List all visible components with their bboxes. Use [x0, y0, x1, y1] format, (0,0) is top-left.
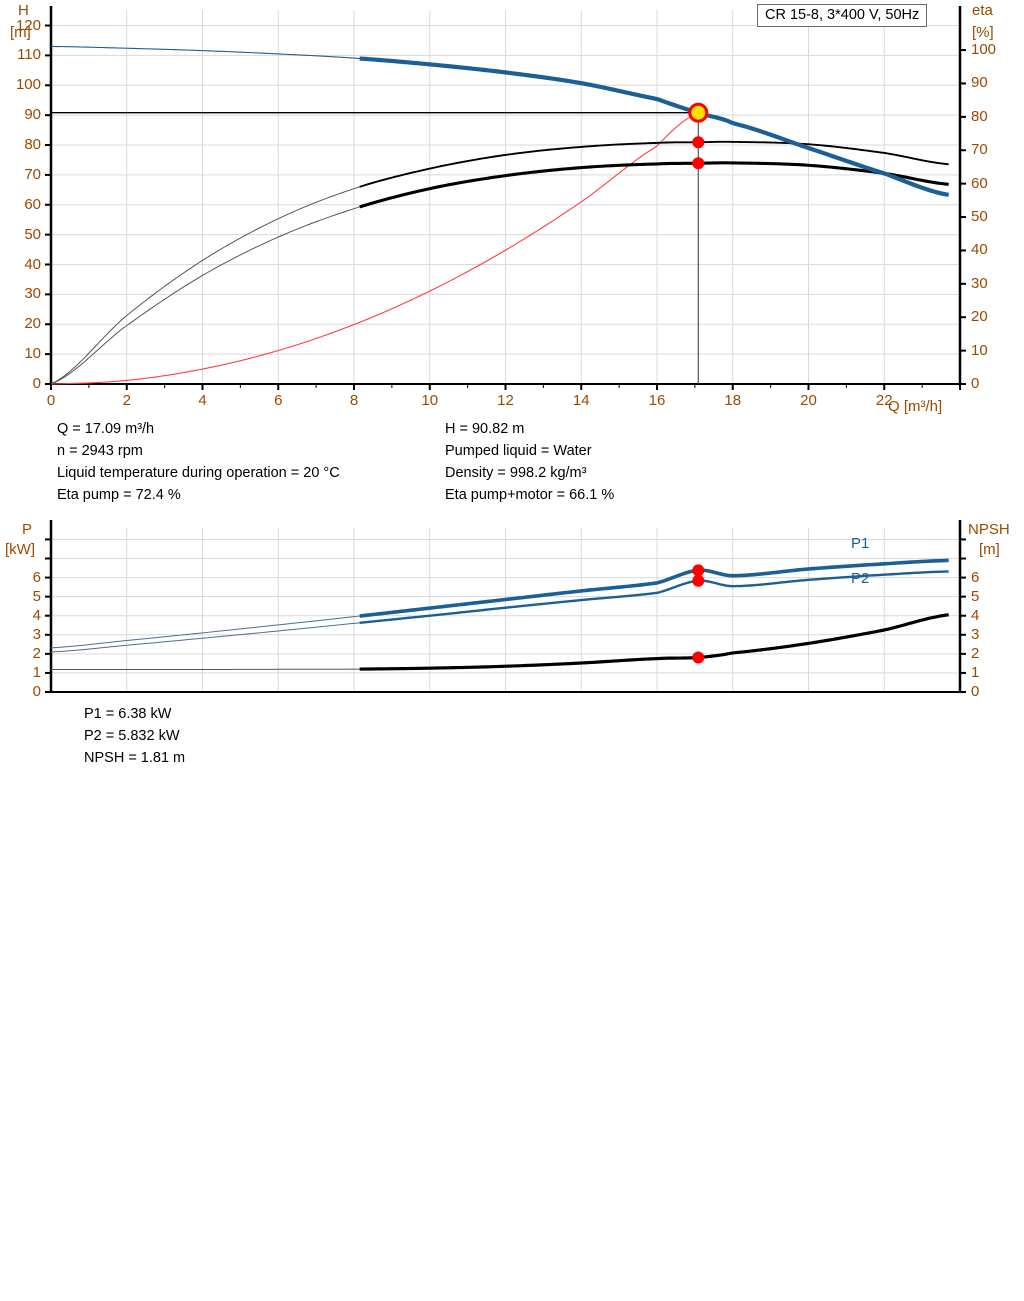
operating-data-left-line: Liquid temperature during operation = 20… [57, 465, 340, 481]
top-y-left-tick: 60 [24, 195, 41, 213]
top-x-tick: 10 [421, 392, 439, 409]
bot-y-right-tick: 6 [971, 568, 980, 586]
top-y-left-axis-title: H [18, 2, 29, 19]
bot-y-left-tick: 2 [32, 644, 41, 662]
top-x-tick: 8 [349, 392, 359, 409]
power-data-line: P2 = 5.832 kW [84, 728, 180, 744]
bot-y-right-tick: 2 [971, 644, 980, 662]
pump-title-box: CR 15-8, 3*400 V, 50Hz [757, 4, 928, 27]
operating-data-right-line: Eta pump+motor = 66.1 % [445, 487, 615, 503]
power-data-line: NPSH = 1.81 m [84, 750, 186, 766]
top-y-left-tick: 80 [24, 136, 41, 154]
top-x-tick: 20 [800, 392, 817, 409]
power-data-line: P1 = 6.38 kW [84, 706, 172, 722]
top-y-right-tick: 20 [971, 308, 988, 326]
bot-y-right-tick: 3 [971, 625, 980, 643]
top-x-tick: 22 [875, 392, 893, 409]
top-y-right-tick: 0 [971, 375, 980, 392]
power-npsh-chart [45, 520, 966, 693]
top-x-tick: 4 [198, 392, 207, 409]
top-y-left-tick: 70 [24, 165, 41, 183]
bot-y-right-axis-unit: [m] [979, 541, 1000, 558]
bot-y-right-axis-title: NPSH [968, 521, 1010, 538]
top-y-left-tick: 10 [24, 345, 41, 363]
p1-curve-label: P1 [851, 535, 870, 552]
top-y-left-tick: 120 [15, 16, 41, 34]
bot-y-left-tick: 4 [32, 606, 41, 624]
top-y-right-tick: 10 [971, 341, 988, 359]
top-y-left-tick: 40 [24, 255, 41, 273]
pump-curve-page: H [m] eta [%] Q [m³/h] CR 15-8, 3*400 V,… [5, 2, 1010, 766]
top-y-left-tick: 110 [17, 46, 41, 64]
top-y-right-axis-title: eta [972, 2, 993, 19]
operating-data-right-line: Density = 998.2 kg/m³ [445, 465, 587, 481]
top-y-left-axis-unit: [m] [10, 24, 31, 41]
top-y-left-tick: 90 [24, 106, 41, 124]
top-y-right-tick: 80 [971, 107, 988, 125]
bot-y-left-tick: 1 [32, 663, 41, 681]
top-x-tick: 6 [274, 392, 283, 409]
top-y-right-tick: 100 [971, 41, 997, 59]
top-y-left-tick: 30 [24, 285, 41, 303]
bot-y-right-tick: 0 [971, 683, 980, 700]
operating-data-left-line: Q = 17.09 m³/h [57, 421, 155, 437]
top-y-right-tick: 30 [971, 274, 988, 292]
top-x-tick: 12 [497, 392, 514, 409]
top-y-right-tick: 70 [971, 141, 988, 159]
bot-y-left-tick: 0 [32, 683, 41, 700]
bot-y-right-tick: 4 [971, 606, 980, 624]
top-y-left-tick: 50 [24, 225, 41, 243]
top-y-right-axis-unit: [%] [972, 24, 994, 41]
top-x-tick: 14 [572, 392, 590, 409]
top-y-right-tick: 90 [971, 74, 988, 92]
bot-y-left-tick: 6 [32, 568, 41, 586]
operating-data-left-line: n = 2943 rpm [57, 443, 143, 459]
top-y-left-tick: 0 [32, 375, 41, 392]
top-x-tick: 0 [46, 392, 56, 409]
bot-y-left-tick: 5 [32, 587, 41, 605]
bot-y-right-tick: 1 [971, 663, 980, 681]
bot-y-left-axis-title: P [22, 521, 33, 538]
top-y-right-tick: 50 [971, 208, 988, 226]
head-eta-chart [45, 6, 966, 390]
top-x-tick: 16 [648, 392, 666, 409]
operating-data-left-line: Eta pump = 72.4 % [57, 487, 181, 503]
top-y-left-tick: 100 [15, 76, 41, 94]
top-y-left-tick: 20 [24, 315, 41, 333]
bot-y-right-tick: 5 [971, 587, 980, 605]
p2-curve-label: P2 [851, 570, 870, 587]
bot-y-left-tick: 3 [32, 625, 41, 643]
top-y-right-tick: 60 [971, 174, 988, 192]
top-x-axis-title: Q [m³/h] [888, 398, 943, 415]
operating-data-right-line: H = 90.82 m [445, 421, 525, 437]
top-y-right-tick: 40 [971, 241, 988, 259]
top-x-tick: 2 [122, 392, 131, 409]
top-x-tick: 18 [724, 392, 742, 409]
operating-data-right-line: Pumped liquid = Water [445, 443, 592, 459]
bot-y-left-axis-unit: [kW] [5, 541, 35, 558]
